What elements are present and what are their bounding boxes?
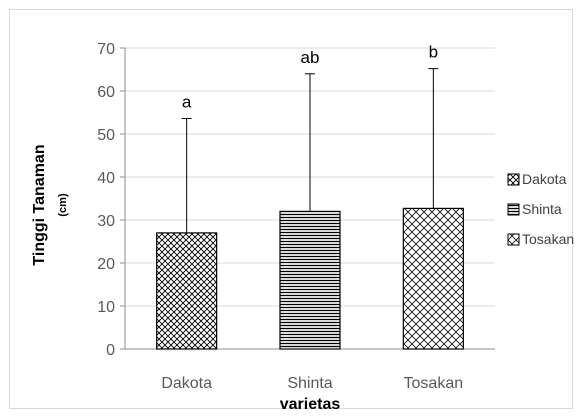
y-tick-label: 30: [97, 213, 115, 230]
y-tick-label: 40: [97, 170, 115, 187]
y-tick-label: 10: [97, 299, 115, 316]
bar-dakota: [156, 232, 218, 350]
x-tick-label: Dakota: [161, 375, 212, 392]
bars: [156, 68, 464, 350]
legend: Dakota Shinta Tosakan: [507, 171, 574, 247]
legend-swatch: [507, 233, 520, 246]
y-axis-title: Tinggi Tanaman: [31, 144, 48, 265]
significance-label: b: [429, 43, 438, 62]
x-tick-label: Shinta: [287, 375, 332, 392]
y-tick-label: 70: [97, 41, 115, 58]
significance-label: a: [182, 93, 192, 112]
significance-label: ab: [301, 48, 320, 67]
legend-swatch: [507, 203, 520, 216]
labels: a Dakota ab Shinta b Tosakan: [161, 43, 463, 392]
bar-shinta: [279, 210, 341, 350]
legend-label: Shinta: [522, 201, 562, 217]
y-axis: 0 10 20 30 40 50 60 70: [97, 41, 495, 359]
legend-label: Tosakan: [522, 231, 574, 247]
y-tick-label: 20: [97, 256, 115, 273]
y-axis-unit: (cm): [57, 193, 69, 217]
x-tick-label: Tosakan: [404, 375, 464, 392]
y-tick-label: 0: [106, 342, 115, 359]
x-axis-title: varietas: [280, 396, 341, 413]
bar-tosakan: [402, 207, 464, 350]
y-tick-label: 50: [97, 127, 115, 144]
legend-label: Dakota: [522, 171, 567, 187]
legend-swatch: [507, 173, 520, 186]
y-tick-label: 60: [97, 84, 115, 101]
